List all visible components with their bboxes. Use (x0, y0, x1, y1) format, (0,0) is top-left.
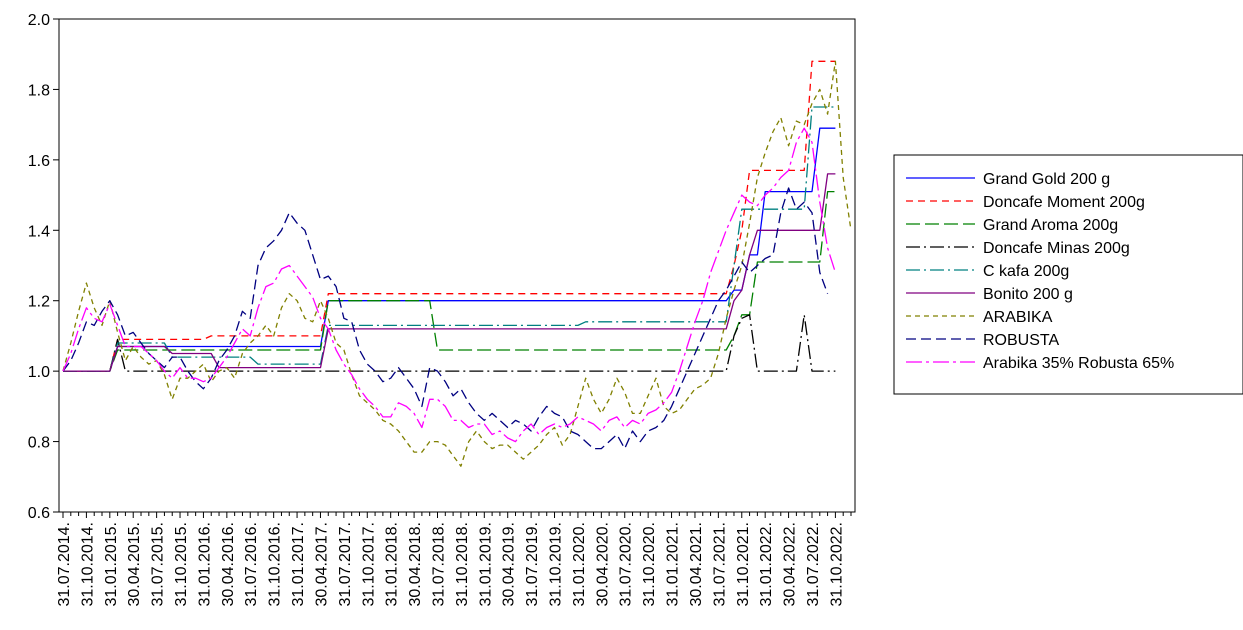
x-tick-label: 31.10.2017. (360, 522, 377, 607)
x-tick-label: 31.10.2015. (173, 522, 190, 607)
legend-items: Grand Gold 200 g Doncafe Moment 200g Grand… (906, 171, 1174, 372)
series-line-7 (62, 60, 852, 467)
series-line-3 (63, 190, 836, 372)
x-tick-label: 30.04.2016. (220, 522, 237, 607)
x-tick-label: 31.01.2015. (103, 522, 120, 607)
legend-label: Doncafe Minas 200g (983, 240, 1130, 257)
x-tick-label: 31.07.2017. (337, 522, 354, 607)
x-tick-label: 31.07.2019. (524, 522, 541, 607)
y-tick-label: 0.8 (28, 435, 50, 452)
x-tick-label: 31.07.2014. (56, 522, 73, 607)
legend-box (893, 154, 1243, 395)
series-line-5 (63, 106, 836, 372)
x-tick-label: 31.10.2014. (79, 522, 96, 607)
x-tick-label: 30.04.2015. (126, 522, 143, 607)
x-tick-label: 30.04.2021. (688, 522, 705, 607)
x-tick-label: 31.07.2021. (711, 522, 728, 607)
legend-label: Grand Gold 200 g (983, 171, 1110, 188)
x-tick-label: 31.07.2020. (618, 522, 635, 607)
x-tick-label: 31.01.2016. (196, 522, 213, 607)
y-tick-label: 2.0 (28, 12, 50, 29)
x-tick-label: 31.01.2022. (758, 522, 775, 607)
series-layer (62, 60, 852, 467)
x-tick-label: 31.10.2019. (548, 522, 565, 607)
legend-label: Bonito 200 g (983, 286, 1073, 303)
y-tick-label: 1.4 (28, 223, 50, 240)
series-line-9 (62, 127, 837, 443)
x-tick-label: 31.01.2019. (477, 522, 494, 607)
x-tick-label: 30.04.2022. (782, 522, 799, 607)
y-tick-label: 1.8 (28, 82, 50, 99)
x-tick-label: 31.10.2021. (735, 522, 752, 607)
x-tick-label: 31.10.2022. (828, 522, 845, 607)
x-tick-label: 30.04.2018. (407, 522, 424, 607)
x-tick-label: 31.07.2022. (805, 522, 822, 607)
legend: Grand Gold 200 g Doncafe Moment 200g Grand… (893, 154, 1243, 395)
x-tick-label: 31.01.2017. (290, 522, 307, 607)
x-tick-label: 31.01.2020. (571, 522, 588, 607)
x-tick-label: 30.04.2017. (313, 522, 330, 607)
y-tick-label: 0.6 (28, 505, 50, 522)
series-line-4 (63, 314, 836, 372)
y-tick-label: 1.6 (28, 153, 50, 170)
x-tick-label: 31.01.2018. (384, 522, 401, 607)
y-tick-label: 1.2 (28, 294, 50, 311)
legend-label: C kafa 200g (983, 263, 1069, 280)
x-tick-label: 31.10.2018. (454, 522, 471, 607)
plot-area (58, 18, 856, 513)
legend-label: Doncafe Moment 200g (983, 194, 1145, 211)
x-tick-label: 31.10.2020. (641, 522, 658, 607)
x-tick-label: 31.07.2018. (430, 522, 447, 607)
series-line-8 (62, 187, 829, 450)
y-tick-label: 1.0 (28, 364, 50, 381)
legend-label: Grand Aroma 200g (983, 217, 1118, 234)
legend-label: Arabika 35% Robusta 65% (983, 355, 1174, 372)
x-tick-label: 31.07.2015. (150, 522, 167, 607)
x-tick-label: 31.01.2021. (665, 522, 682, 607)
legend-label: ARABIKA (983, 309, 1053, 326)
y-axis: 0.6 0.8 1.0 1.2 1.4 1.6 1.8 2.0 (28, 12, 59, 522)
x-tick-label: 31.10.2016. (267, 522, 284, 607)
x-tick-label: 30.04.2020. (594, 522, 611, 607)
x-tick-label: 31.07.2016. (243, 522, 260, 607)
legend-label: ROBUSTA (983, 332, 1059, 349)
x-tick-label: 30.04.2019. (501, 522, 518, 607)
x-axis: 31.07.2014. 31.10.2014. 31.01.2015. 30.04.2… (56, 512, 852, 607)
